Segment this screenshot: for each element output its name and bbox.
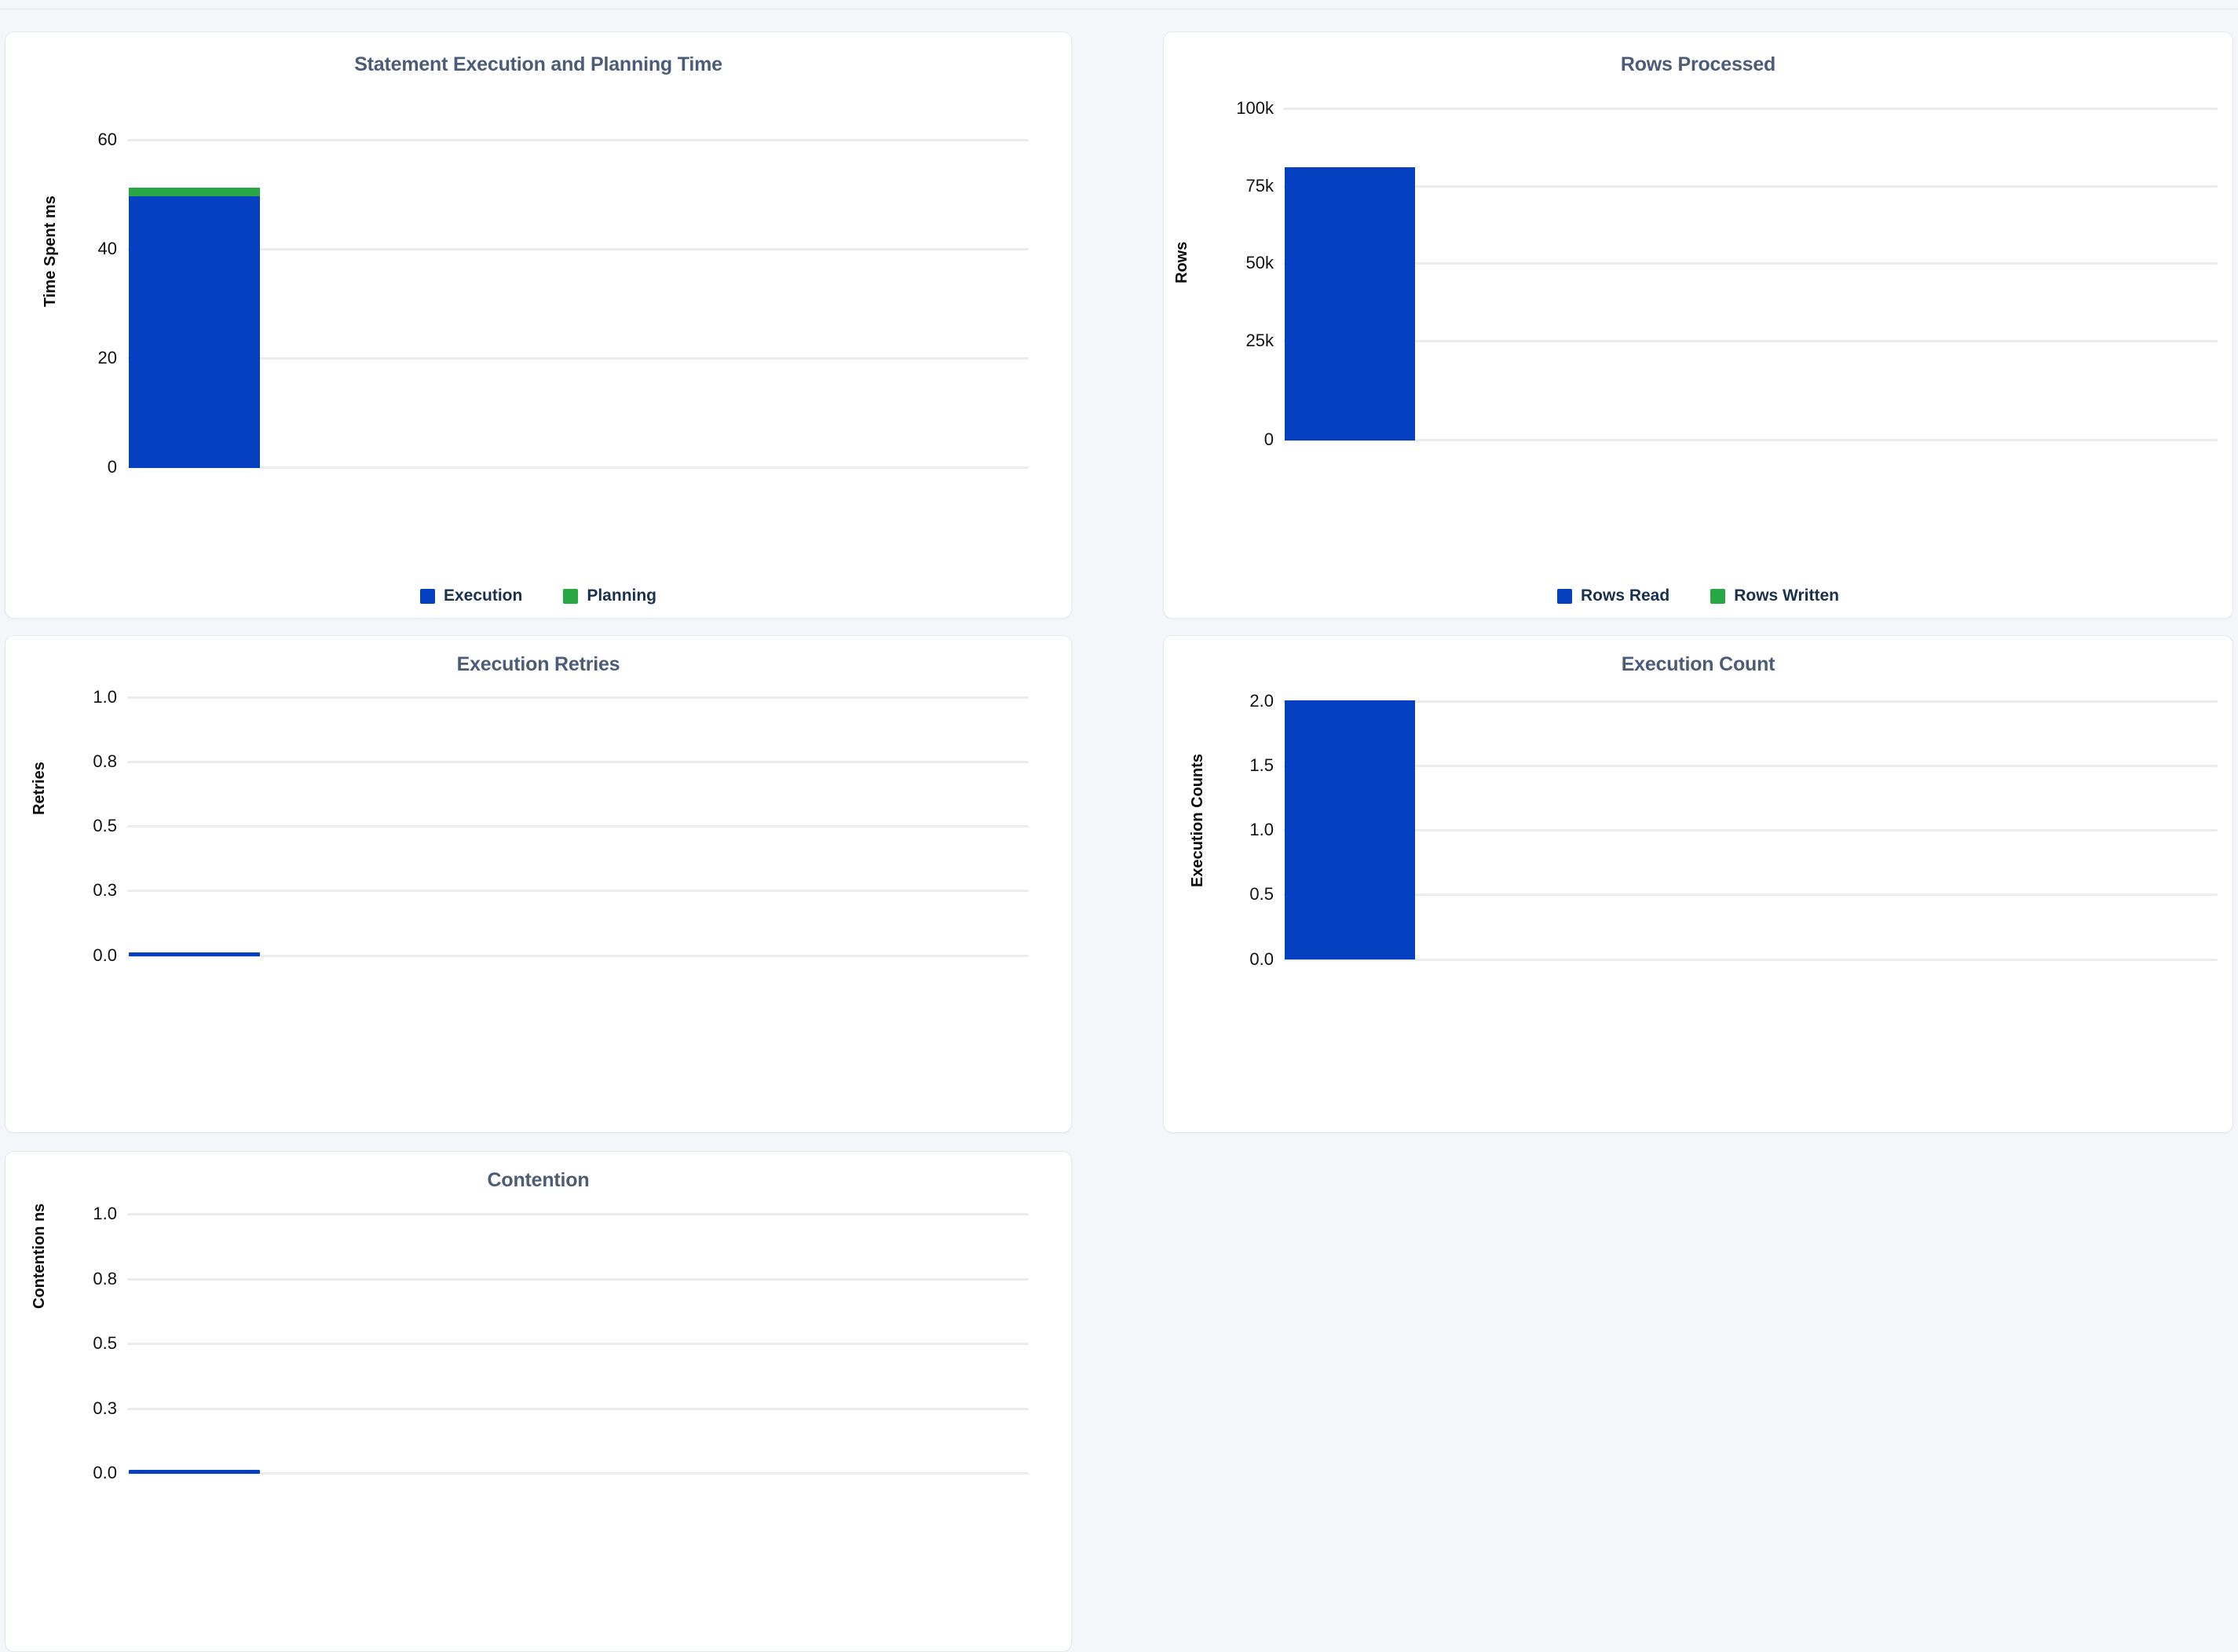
y-tick-label: 1.0 (1249, 820, 1274, 839)
legend-item-rows-written[interactable]: Rows Written (1710, 587, 1839, 605)
bar-segment-planning (129, 188, 260, 196)
gridline (127, 139, 1029, 141)
gridline (127, 955, 1029, 957)
gridline (1283, 829, 2218, 831)
y-tick-label: 2.0 (1249, 691, 1274, 711)
y-tick-label: 25k (1245, 331, 1274, 350)
bar-execution-retries-zero[interactable] (129, 952, 260, 956)
gridline (127, 1472, 1029, 1475)
gridline (127, 825, 1029, 828)
y-axis-title-execution-counts: Execution Counts (1189, 753, 1206, 887)
bar-rows-read[interactable] (1285, 167, 1415, 440)
y-tick-label: 20 (97, 348, 117, 367)
legend-item-execution[interactable]: Execution (419, 587, 523, 605)
y-tick-label: 1.0 (93, 687, 117, 707)
bar-contention-zero[interactable] (129, 1470, 260, 1474)
legend-swatch-rows-written (1710, 588, 1726, 604)
gridline (1283, 340, 2218, 342)
gridline (1283, 439, 2218, 441)
card-statement-execution-and-planning-time[interactable]: Statement Execution and Planning Time 60… (5, 31, 1072, 619)
y-tick-label: 0.5 (93, 816, 117, 835)
legend-swatch-rows-read (1557, 588, 1572, 604)
chart-title-statement-time: Statement Execution and Planning Time (354, 53, 722, 75)
gridline (127, 1213, 1029, 1215)
gridline (1283, 959, 2218, 961)
y-axis-title-retries: Retries (31, 762, 48, 815)
gridline (1283, 894, 2218, 896)
gridline (1283, 765, 2218, 767)
y-tick-label: 100k (1236, 98, 1274, 118)
legend-item-planning[interactable]: Planning (563, 587, 656, 605)
y-tick-label: 0 (107, 457, 117, 477)
gridline (1283, 700, 2218, 703)
y-tick-label: 0 (1263, 429, 1274, 449)
y-tick-label: 0.5 (1249, 884, 1274, 904)
card-contention[interactable]: Contention 1.0 0.8 0.5 0.3 0.0 Contentio… (5, 1151, 1072, 1652)
y-tick-label: 75k (1245, 176, 1274, 196)
y-tick-label: 0.3 (93, 880, 117, 900)
gridline (1283, 185, 2218, 188)
y-tick-label: 60 (97, 130, 117, 149)
bar-statement-time[interactable] (129, 188, 260, 468)
y-tick-label: 0.8 (93, 751, 117, 771)
y-tick-label: 0.0 (1249, 949, 1274, 969)
gridline (127, 1278, 1029, 1281)
gridline (127, 466, 1029, 469)
card-execution-count[interactable]: Execution Count 2.0 1.5 1.0 0.5 0.0 Exec… (1163, 635, 2233, 1133)
gridline (127, 248, 1029, 250)
chart-title-execution-count: Execution Count (1621, 653, 1775, 675)
gridline (1283, 262, 2218, 265)
y-tick-label: 1.5 (1249, 755, 1274, 775)
y-tick-label: 0.8 (93, 1269, 117, 1288)
legend-rows-processed: Rows Read Rows Written (1164, 587, 2233, 605)
gridline (127, 357, 1029, 360)
bar-execution-count[interactable] (1285, 700, 1415, 959)
y-axis-title-time-spent-ms: Time Spent ms (42, 196, 59, 307)
y-tick-label: 0.0 (93, 945, 117, 965)
legend-item-rows-read[interactable]: Rows Read (1557, 587, 1669, 605)
card-rows-processed[interactable]: Rows Processed 100k 75k 50k 25k 0 Rows R… (1163, 31, 2233, 619)
y-tick-label: 0.3 (93, 1398, 117, 1418)
gridline (1283, 108, 2218, 110)
gridline (127, 761, 1029, 763)
chart-title-contention: Contention (487, 1169, 590, 1191)
gridline (127, 1408, 1029, 1410)
chart-title-execution-retries: Execution Retries (456, 653, 620, 675)
y-axis-title-contention-ns: Contention ns (31, 1203, 48, 1309)
legend-statement-time: Execution Planning (5, 587, 1071, 605)
y-tick-label: 0.5 (93, 1333, 117, 1353)
y-tick-label: 50k (1245, 253, 1274, 272)
legend-swatch-execution (419, 588, 435, 604)
gridline (127, 696, 1029, 699)
legend-label-rows-written: Rows Written (1734, 587, 1839, 605)
bar-segment-execution (129, 196, 260, 468)
legend-label-rows-read: Rows Read (1581, 587, 1670, 605)
y-tick-label: 1.0 (93, 1204, 117, 1223)
y-axis-title-rows: Rows (1173, 241, 1190, 283)
card-execution-retries[interactable]: Execution Retries 1.0 0.8 0.5 0.3 0.0 Re… (5, 635, 1072, 1133)
gridline (127, 890, 1029, 892)
chart-title-rows-processed: Rows Processed (1620, 53, 1776, 75)
gridline (127, 1343, 1029, 1345)
legend-label-planning: Planning (587, 587, 657, 605)
legend-label-execution: Execution (443, 587, 523, 605)
y-tick-label: 0.0 (93, 1463, 117, 1482)
y-tick-label: 40 (97, 239, 117, 258)
legend-swatch-planning (563, 588, 579, 604)
